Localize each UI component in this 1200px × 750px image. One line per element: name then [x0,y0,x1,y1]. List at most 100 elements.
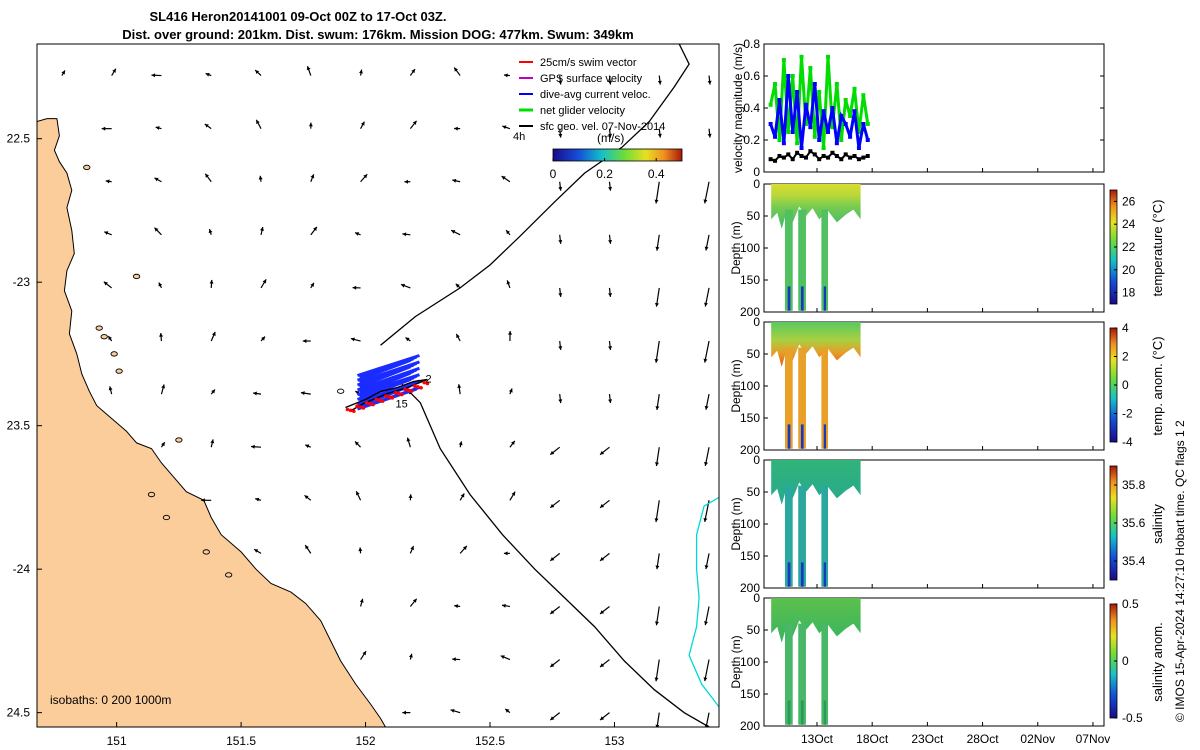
velocity-arrowhead [105,179,110,184]
velocity-arrowhead [655,302,659,307]
island [337,388,345,394]
legend-entry-sfc-geo-vel: sfc geo. vel. 07-Nov-2014 [519,121,665,133]
section-shallow-data [771,322,861,367]
colorbar-tick-label: -2 [1122,407,1133,421]
velocity-arrowhead [655,565,660,570]
legend-label: GPS surface velocity [540,73,643,85]
velocity-point [799,154,804,158]
velocity-arrowhead [704,246,709,251]
swim-vector-dot [416,385,420,389]
section-ytick-label: 150 [740,687,760,701]
velocity-arrowhead [558,346,563,350]
velocity-arrowhead [201,498,205,503]
velocity-arrowhead [505,708,510,713]
map-xtick-label: 152 [356,734,376,748]
velocity-point [781,58,786,62]
deep-cast-bottom [800,562,804,587]
velocity-arrowhead [558,399,563,404]
velocity-arrowhead [262,279,267,284]
swim-vector-dot [377,398,382,403]
velocity-arrow [655,340,660,363]
swim-vector-dot [348,408,353,413]
velocity-arrowhead [255,497,260,502]
velocity-arrow [655,659,660,682]
velocity-arrowhead [451,230,456,234]
velocity-point [799,146,804,150]
velocity-arrowhead [462,545,467,550]
velocity-arrowhead [253,391,257,396]
velocity-arrowhead [205,72,210,77]
swim-vector-dot [387,395,391,399]
swim-vector-dot [368,401,372,406]
velocity-arrowhead [352,285,357,290]
velocity-ytick-label: 0.6 [743,69,760,83]
velocity-point [861,93,866,98]
legend-entry-dive-avg: dive-avg current veloc. [519,89,651,101]
velocity-arrowhead [457,384,462,389]
swim-vector-dot [352,409,356,414]
section-ytick-label: 200 [740,719,760,733]
velocity-arrowhead [655,246,660,251]
dive-avg-vector [358,365,412,389]
colorbar-tick-label: 0.5 [1122,597,1139,611]
velocity-ytick-label: 0.4 [743,101,760,115]
velocity-arrowhead [308,122,313,127]
velocity-arrowhead [354,441,359,446]
section-ytick-label: 0 [753,177,760,191]
deep-cast [821,347,829,449]
velocity-arrowhead [558,239,563,244]
colorbar-tick-label: 2 [1122,350,1129,364]
section-ylabel: Depth (m) [729,497,743,550]
velocity-arrowhead [704,405,709,410]
velocity-point [834,141,839,146]
velocity-arrowhead [654,518,659,523]
velocity-arrowhead [112,68,116,73]
velocity-arrowhead [657,133,662,138]
velocity-arrowhead [454,604,459,609]
velocity-ytick-label: 0 [753,165,760,179]
speed-colorbar-label: (m/s) [597,131,624,145]
velocity-point [865,122,870,126]
velocity-point [808,66,813,70]
velocity-arrowhead [260,227,264,231]
deep-cast [784,209,793,311]
swim-vector-dot [425,381,430,386]
velocity-arrowhead [154,177,159,182]
velocity-point [790,157,795,162]
island [225,572,233,578]
section-ytick-label: 0 [753,591,760,605]
velocity-point [848,134,853,139]
colorbar-tick-label: 0 [1122,378,1129,392]
deep-cast-bottom [823,700,827,725]
island [110,351,118,357]
velocity-arrowhead [558,80,563,85]
velocity-arrowhead [608,239,613,244]
velocity-arrowhead [550,556,555,561]
velocity-arrowhead [108,386,113,391]
deep-cast-bottom [787,562,791,587]
velocity-arrowhead [460,493,465,498]
velocity-arrowhead [456,333,460,339]
velocity-arrowhead [503,551,508,556]
velocity-point [848,114,853,118]
velocity-arrowhead [655,621,659,626]
velocity-arrowhead [103,281,108,286]
velocity-arrowhead [600,663,605,667]
velocity-point [830,125,835,130]
velocity-arrowhead [305,444,310,449]
velocity-arrowhead [161,384,166,389]
velocity-arrowhead [363,174,368,179]
velocity-arrowhead [458,441,463,446]
velocity-y-ticks: 0 0.2 0.4 0.6 0.8 [743,37,1104,179]
velocity-point [834,82,839,86]
swim-vector-dot [409,389,414,393]
speed-colorbar-ticks: 0 0.2 0.4 [550,158,665,181]
velocity-arrowhead [558,293,563,297]
swim-vector-dot [419,385,423,390]
velocity-arrowhead [655,724,660,727]
velocity-point [773,134,778,139]
velocity-arrowhead [154,227,159,232]
legend-label: net glider velocity [540,105,625,117]
swim-vector-dot [361,406,366,410]
velocity-point [839,138,844,142]
